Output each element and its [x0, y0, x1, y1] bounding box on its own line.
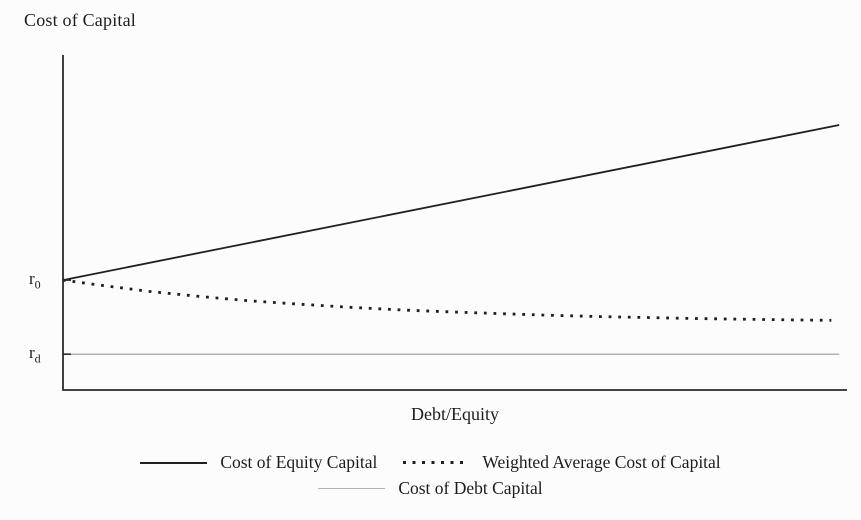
dotted-line-swatch	[403, 461, 470, 464]
y-tick-r0-sub: 0	[34, 277, 41, 292]
y-tick-rd-base: r	[29, 343, 35, 363]
y-tick-rd-sub: d	[34, 351, 41, 366]
legend-row-1: Cost of Equity Capital Weighted Average …	[140, 452, 721, 473]
thin-gray-line-swatch	[318, 488, 386, 489]
legend-label-cost-of-debt: Cost of Debt Capital	[398, 478, 543, 498]
legend-label-wacc: Weighted Average Cost of Capital	[482, 452, 721, 472]
legend-item-cost-of-equity: Cost of Equity Capital	[140, 452, 377, 473]
y-tick-label-rd: rd	[29, 342, 59, 367]
series-cost-of-equity	[62, 124, 840, 281]
y-tick-r0-base: r	[29, 269, 35, 289]
y-tick-label-r0: r0	[29, 268, 59, 293]
legend: Cost of Equity Capital Weighted Average …	[0, 452, 861, 499]
legend-label-cost-of-equity: Cost of Equity Capital	[220, 452, 378, 472]
legend-row-2: Cost of Debt Capital	[318, 478, 543, 499]
solid-line-swatch	[140, 461, 208, 464]
axes	[62, 55, 847, 391]
series-wacc	[62, 278, 832, 322]
plot-area	[62, 55, 847, 391]
plot-svg	[62, 55, 847, 391]
legend-item-cost-of-debt: Cost of Debt Capital	[318, 478, 543, 499]
legend-item-wacc: Weighted Average Cost of Capital	[403, 452, 721, 473]
y-axis-title: Cost of Capital	[24, 10, 136, 30]
x-axis-title: Debt/Equity	[411, 404, 499, 424]
